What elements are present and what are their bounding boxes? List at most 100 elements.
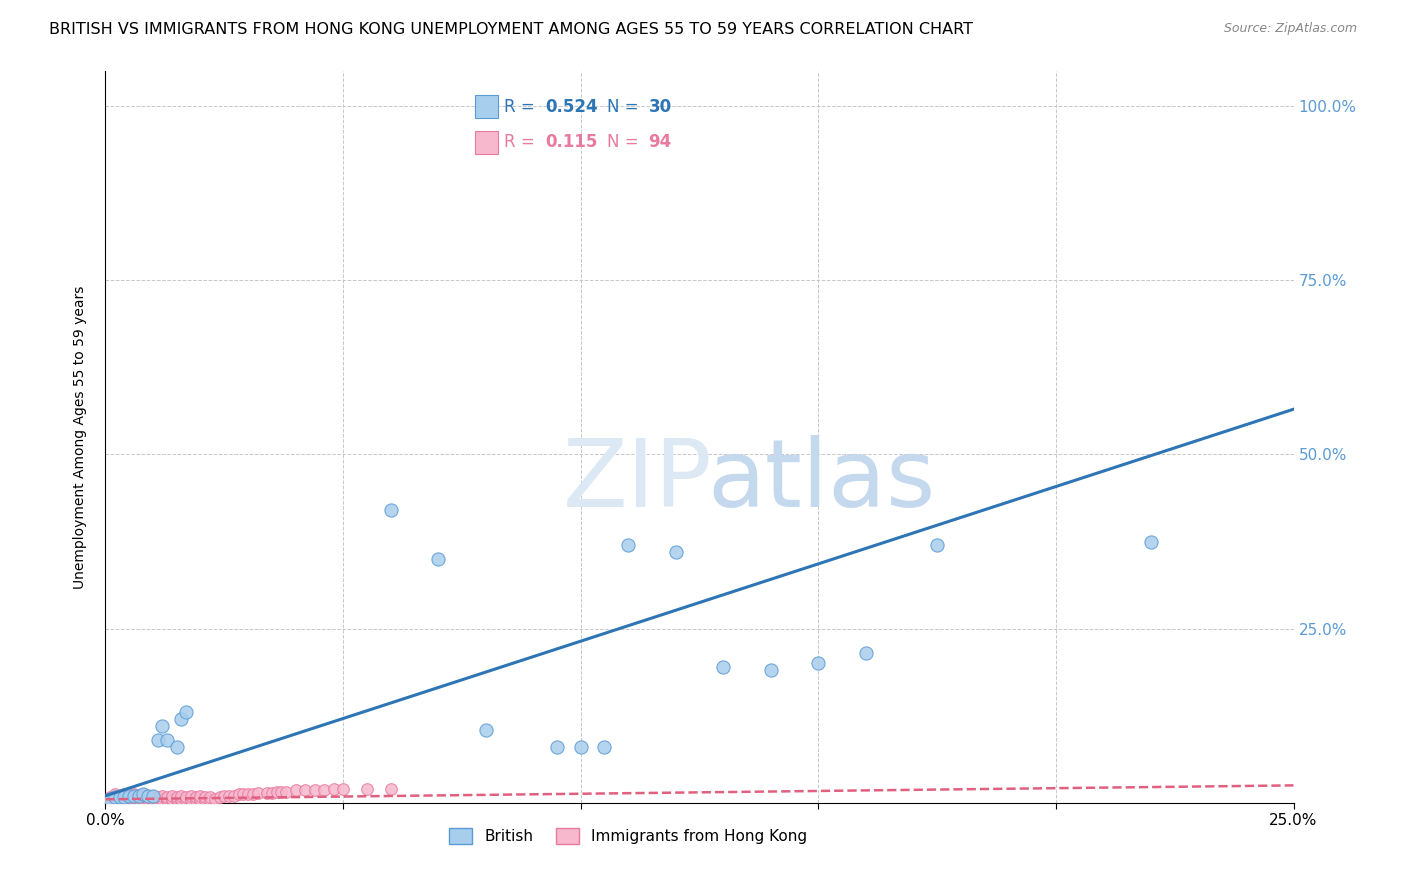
Point <box>160 793 183 807</box>
Point <box>190 789 212 803</box>
Point <box>152 789 174 803</box>
Point <box>122 788 145 802</box>
Point <box>118 790 141 805</box>
Point <box>474 723 496 737</box>
Point <box>98 792 121 806</box>
Point <box>108 790 131 805</box>
Point <box>122 790 145 805</box>
Point <box>104 791 127 805</box>
Point <box>152 793 174 807</box>
Point <box>246 786 269 800</box>
Point <box>132 793 155 807</box>
Point <box>198 790 221 805</box>
Point <box>114 790 136 805</box>
Point <box>118 791 141 805</box>
Point <box>128 791 150 805</box>
Point <box>593 740 616 755</box>
Point <box>270 785 292 799</box>
Point <box>284 783 307 797</box>
Text: ZIP: ZIP <box>562 435 713 527</box>
Point <box>156 733 179 747</box>
Point <box>170 789 193 803</box>
Point <box>156 793 179 807</box>
Point <box>160 791 183 805</box>
Point <box>160 789 183 803</box>
Point <box>194 790 217 805</box>
Y-axis label: Unemployment Among Ages 55 to 59 years: Unemployment Among Ages 55 to 59 years <box>73 285 87 589</box>
Point <box>98 791 121 805</box>
Point <box>142 791 165 805</box>
Point <box>146 791 169 805</box>
Point <box>180 789 202 803</box>
Point <box>136 793 159 807</box>
Point <box>118 789 141 803</box>
Point <box>166 790 188 805</box>
Point <box>114 791 136 805</box>
Point <box>218 789 240 803</box>
Point <box>711 660 734 674</box>
Point <box>132 788 155 802</box>
Point <box>180 791 202 805</box>
Point <box>128 793 150 807</box>
Point <box>114 793 136 807</box>
Point <box>855 646 877 660</box>
Point <box>108 789 131 803</box>
Point <box>312 783 335 797</box>
Point <box>104 788 127 802</box>
Point <box>427 552 450 566</box>
Point <box>807 657 830 671</box>
Point <box>132 790 155 805</box>
Point <box>256 786 278 800</box>
Point <box>114 788 136 802</box>
Point <box>98 793 121 807</box>
Point <box>136 790 159 805</box>
Text: atlas: atlas <box>707 435 936 527</box>
Point <box>146 733 169 747</box>
Point <box>617 538 640 552</box>
Point <box>104 790 127 805</box>
Point <box>228 788 250 802</box>
Point <box>128 790 150 805</box>
Point <box>170 791 193 805</box>
Point <box>569 740 592 755</box>
Point <box>242 788 264 802</box>
Point <box>128 789 150 803</box>
Point <box>136 791 159 805</box>
Text: Source: ZipAtlas.com: Source: ZipAtlas.com <box>1223 22 1357 36</box>
Point <box>122 789 145 803</box>
Point <box>380 503 402 517</box>
Point <box>380 781 402 796</box>
Point <box>170 712 193 726</box>
Point <box>142 790 165 805</box>
Point <box>665 545 688 559</box>
Point <box>194 793 217 807</box>
Point <box>118 793 141 807</box>
Point <box>104 790 127 805</box>
Legend: British, Immigrants from Hong Kong: British, Immigrants from Hong Kong <box>443 822 814 850</box>
Point <box>546 740 568 755</box>
Point <box>132 791 155 805</box>
Point <box>184 793 207 807</box>
Point <box>304 783 326 797</box>
Point <box>204 791 226 805</box>
Point <box>232 788 254 802</box>
Point <box>128 789 150 803</box>
Point <box>152 719 174 733</box>
Point <box>208 790 231 805</box>
Point <box>214 789 236 803</box>
Point <box>294 783 316 797</box>
Point <box>132 788 155 802</box>
Point <box>184 790 207 805</box>
Point <box>142 789 165 803</box>
Point <box>122 793 145 807</box>
Point <box>146 793 169 807</box>
Point <box>170 793 193 807</box>
Point <box>152 791 174 805</box>
Point <box>118 789 141 803</box>
Point <box>1140 534 1163 549</box>
Point <box>166 740 188 755</box>
Point <box>114 790 136 805</box>
Point <box>174 705 197 719</box>
Point <box>166 791 188 805</box>
Point <box>142 789 165 803</box>
